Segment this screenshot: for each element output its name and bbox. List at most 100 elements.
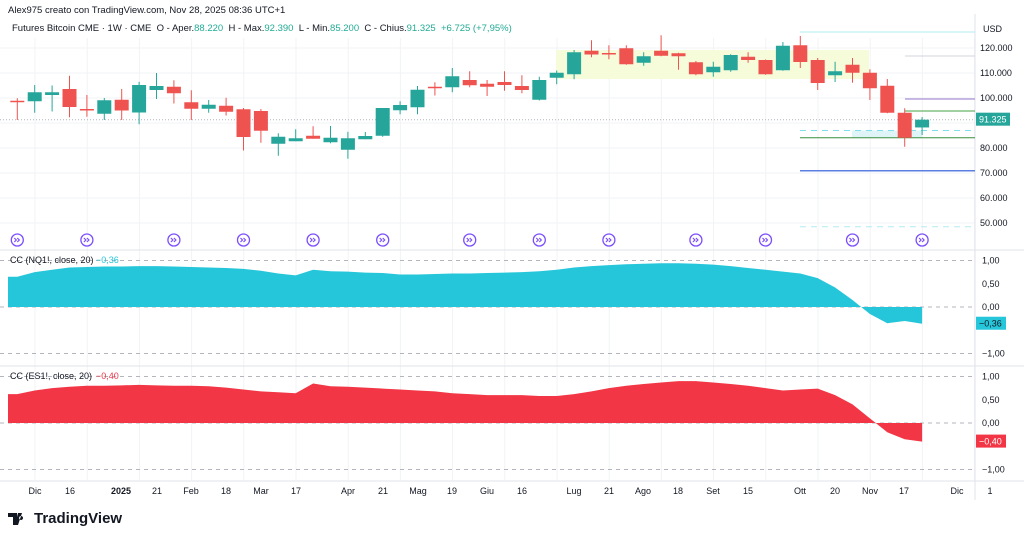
candle xyxy=(741,52,756,63)
candle xyxy=(654,35,669,57)
symbol-name[interactable]: Futures Bitcoin CME · 1W · CME xyxy=(12,23,152,34)
candle xyxy=(915,117,930,135)
candle xyxy=(845,58,860,83)
candle xyxy=(480,80,495,96)
candle-body xyxy=(775,45,790,71)
es-indicator-value: −0,40 xyxy=(96,371,119,381)
time-axis-label: 18 xyxy=(673,486,683,496)
nq-axis-tick: 0,50 xyxy=(982,279,1000,289)
candle-body xyxy=(619,48,634,65)
candle-body xyxy=(810,60,825,83)
es-last-value-label: −0,40 xyxy=(979,437,1002,447)
event-icon[interactable] xyxy=(306,233,320,247)
candle-body xyxy=(132,85,147,113)
es-axis-tick: 1,00 xyxy=(982,372,1000,382)
candle xyxy=(514,75,529,94)
time-axis-label: Lug xyxy=(566,486,581,496)
es-last-value-badge xyxy=(976,434,1006,448)
time-axis-label: Set xyxy=(706,486,720,496)
candle-body xyxy=(462,80,477,86)
price-tick-label: 70.000 xyxy=(980,168,1008,178)
candle-body xyxy=(427,86,442,89)
time-axis-label: 21 xyxy=(604,486,614,496)
nq-axis-tick: 1,00 xyxy=(982,256,1000,266)
candle-body xyxy=(723,55,738,71)
candle xyxy=(462,71,477,88)
event-icon[interactable] xyxy=(758,233,773,247)
event-icon[interactable] xyxy=(10,233,24,247)
nq-last-value-label: −0,36 xyxy=(979,319,1002,329)
event-icon[interactable] xyxy=(80,233,94,247)
event-icon[interactable] xyxy=(376,233,390,247)
candle-body xyxy=(584,50,599,55)
high-value: 92.390 xyxy=(264,23,294,34)
event-icon[interactable] xyxy=(532,233,546,247)
candle-body xyxy=(97,100,112,114)
event-icon[interactable] xyxy=(845,233,860,247)
candle-body xyxy=(27,92,42,102)
candle-body xyxy=(79,109,94,111)
time-axis-label: Dic xyxy=(951,486,964,496)
candle xyxy=(636,52,651,66)
event-arrow xyxy=(170,237,177,243)
event-arrow xyxy=(466,237,473,243)
price-tick-label: 60.000 xyxy=(980,193,1008,203)
time-axis-label: 19 xyxy=(447,486,457,496)
time-axis-label: 18 xyxy=(221,486,231,496)
event-circle xyxy=(602,233,616,247)
time-axis-label: 17 xyxy=(899,486,909,496)
event-arrow xyxy=(605,237,612,243)
event-arrow xyxy=(240,237,247,243)
candle-body xyxy=(10,100,25,103)
candle-body xyxy=(114,99,129,111)
time-axis-label: 16 xyxy=(517,486,527,496)
nq-last-value-badge xyxy=(976,316,1006,330)
candle-body xyxy=(793,45,808,62)
event-icon[interactable] xyxy=(463,233,477,247)
candle xyxy=(45,85,60,112)
candle xyxy=(340,131,355,159)
high-label: H - Max. xyxy=(228,23,265,34)
currency-label: USD xyxy=(983,24,1003,34)
time-axis-label: Nov xyxy=(862,486,879,496)
candle xyxy=(149,73,164,99)
event-arrow xyxy=(535,237,543,243)
time-axis-label: 16 xyxy=(65,486,75,496)
candle-body xyxy=(184,102,199,109)
event-icon[interactable] xyxy=(915,233,929,247)
close-value: 91.325 xyxy=(406,23,436,34)
candle xyxy=(775,42,790,71)
candle xyxy=(323,126,338,144)
candle xyxy=(253,109,268,143)
candle-body xyxy=(549,72,564,78)
candle-body xyxy=(219,105,234,112)
candle-body xyxy=(149,86,164,90)
price-tick-label: 110.000 xyxy=(980,68,1012,78)
candle xyxy=(27,85,42,113)
candle-body xyxy=(636,56,651,63)
correlation-es-area xyxy=(8,381,923,442)
candle xyxy=(236,108,251,151)
candle-body xyxy=(741,56,756,60)
candle-body xyxy=(654,50,669,56)
symbol-legend: Futures Bitcoin CME · 1W · CME O - Aper.… xyxy=(12,23,512,34)
candle-body xyxy=(880,85,895,113)
event-icon[interactable] xyxy=(167,233,181,247)
attribution: Alex975 creato con TradingView.com, Nov … xyxy=(8,5,286,16)
candle xyxy=(219,97,234,116)
candle xyxy=(793,36,808,68)
nq-axis-tick: −1,00 xyxy=(982,349,1005,359)
time-axis-label: Mag xyxy=(409,486,427,496)
candle-body xyxy=(306,135,321,139)
event-icon[interactable] xyxy=(689,233,703,247)
event-icon[interactable] xyxy=(602,233,616,247)
candle xyxy=(532,76,547,101)
event-icon[interactable] xyxy=(236,233,251,247)
candle xyxy=(201,100,216,113)
candle xyxy=(62,75,77,118)
time-axis-label: 21 xyxy=(152,486,162,496)
time-axis-label: Ott xyxy=(794,486,807,496)
candle xyxy=(567,50,582,80)
open-label: O - Aper. xyxy=(156,23,195,34)
